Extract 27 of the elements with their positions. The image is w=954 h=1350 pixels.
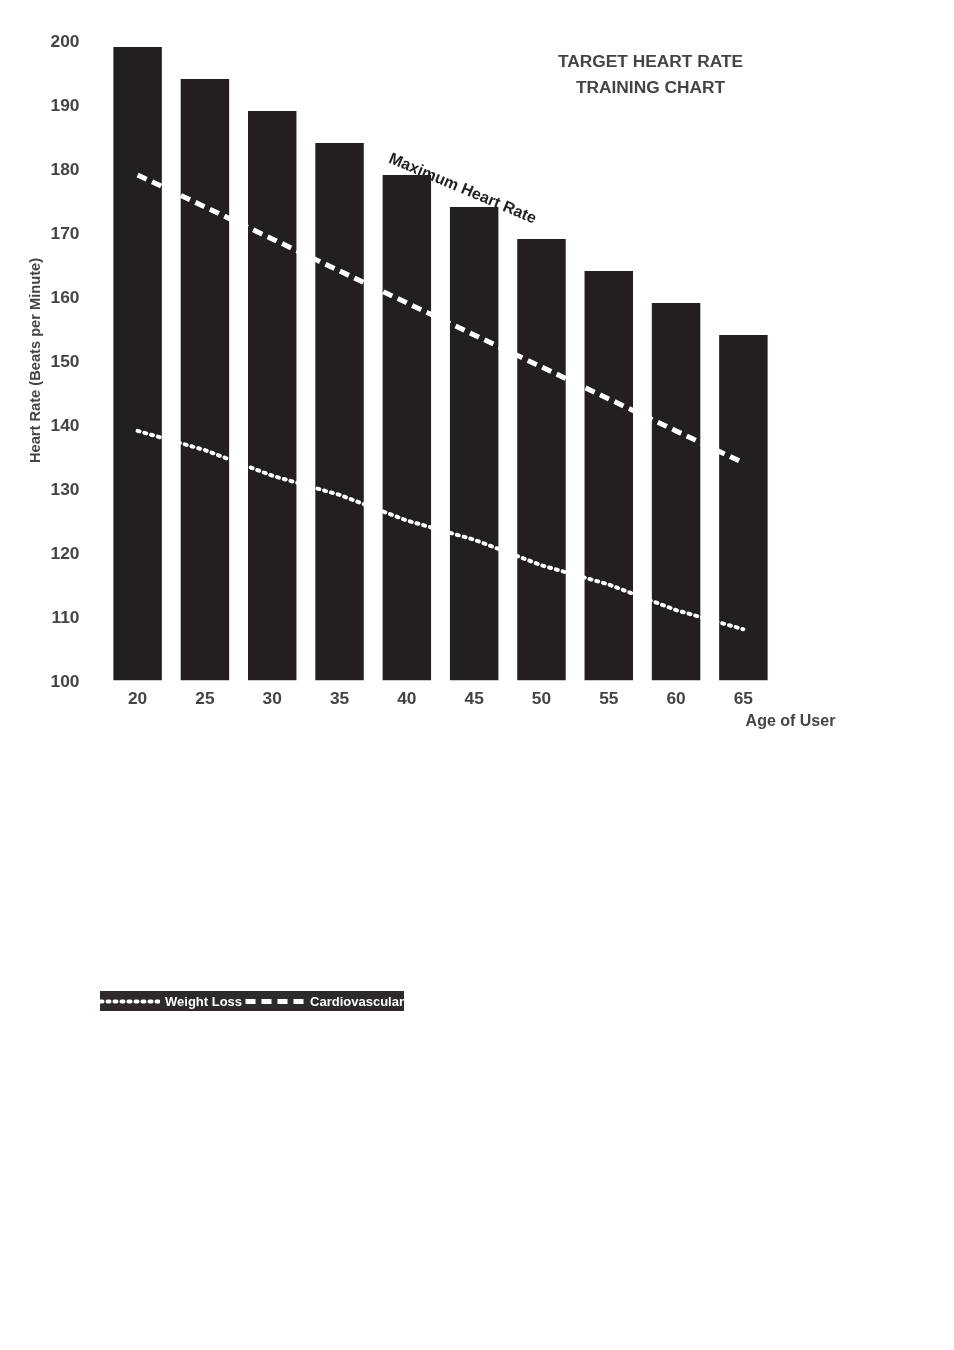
y-tick-label: 190 <box>50 94 80 115</box>
x-tick-label: 50 <box>531 687 552 708</box>
y-tick-label: 130 <box>50 478 80 499</box>
x-tick-label: 25 <box>195 687 215 708</box>
x-tick-label: 40 <box>397 687 417 708</box>
legend-label: Weight Loss <box>165 993 243 1009</box>
x-tick-label: 20 <box>127 687 148 708</box>
x-tick-label: 35 <box>329 687 350 708</box>
y-tick-label: 170 <box>50 222 80 243</box>
x-tick-label: 30 <box>262 687 282 708</box>
x-axis-title: Age of User <box>745 711 836 729</box>
y-tick-label: 180 <box>50 158 80 179</box>
y-tick-label: 100 <box>50 670 80 691</box>
x-tick-label: 65 <box>733 687 754 708</box>
legend-label: Cardiovascular <box>310 993 404 1009</box>
x-tick-label: 55 <box>599 687 619 708</box>
y-tick-label: 120 <box>50 542 80 563</box>
x-tick-label: 60 <box>666 687 686 708</box>
y-tick-label: 160 <box>50 286 80 307</box>
text: TARGET HEART RATE TRAINING CHART <box>557 50 744 97</box>
y-tick-label: 150 <box>50 350 80 371</box>
y-tick-label: 200 <box>50 30 80 51</box>
y-axis-title: Heart Rate (Beats per Minute) <box>26 257 43 464</box>
y-tick-label: 140 <box>50 414 80 435</box>
line-series <box>135 428 746 632</box>
x-tick-label: 45 <box>464 687 485 708</box>
y-tick-label: 110 <box>51 606 80 627</box>
